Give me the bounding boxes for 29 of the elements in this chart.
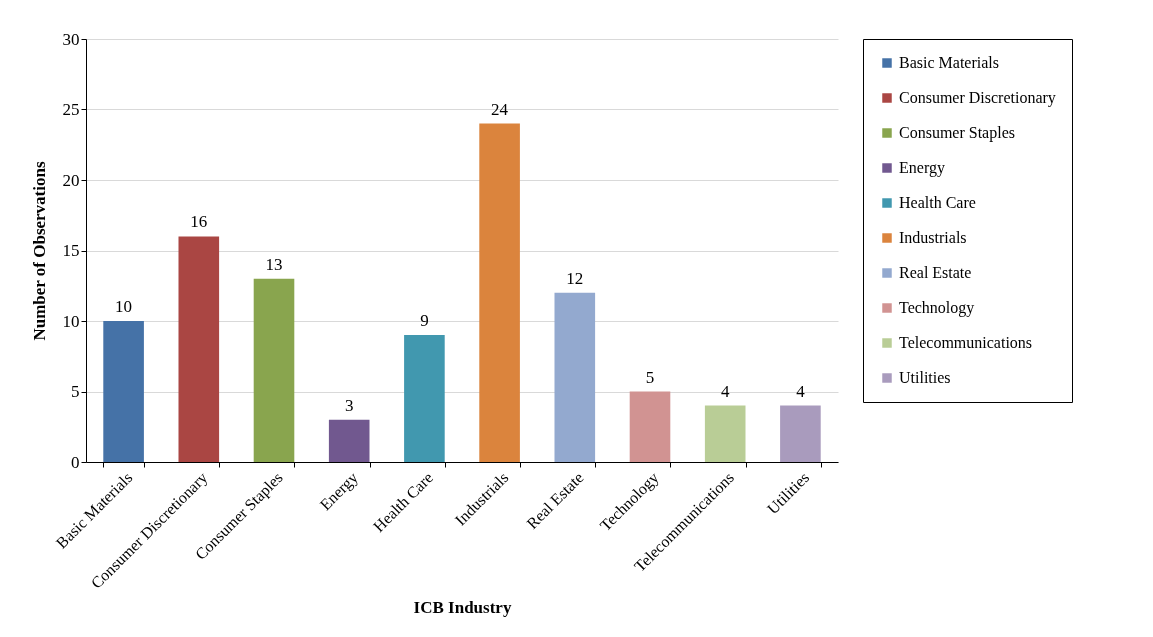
y-tick-label: 30 xyxy=(62,29,80,49)
data-label: 10 xyxy=(115,297,133,316)
y-tick-label: 20 xyxy=(62,170,80,190)
y-tick-label: 25 xyxy=(62,100,80,119)
data-label: 16 xyxy=(190,212,208,232)
y-tick-label: 15 xyxy=(62,241,80,260)
data-label: 4 xyxy=(720,381,730,401)
legend-label: Technology xyxy=(899,299,975,317)
y-axis-title: Number of Observations xyxy=(29,161,49,341)
legend-label: Basic Materials xyxy=(899,54,999,71)
legend-label: Consumer Staples xyxy=(899,124,1015,142)
data-label: 3 xyxy=(344,395,354,415)
legend-label: Utilities xyxy=(899,369,951,386)
data-label: 12 xyxy=(566,268,584,288)
y-tick-label: 0 xyxy=(71,452,80,472)
y-tick-label: 5 xyxy=(71,382,80,401)
data-label: 5 xyxy=(645,367,655,387)
legend-label: Telecommunications xyxy=(899,334,1033,351)
x-axis-title: ICB Industry xyxy=(413,597,512,617)
legend-label: Real Estate xyxy=(899,264,972,281)
legend-label: Energy xyxy=(899,159,945,177)
legend-label: Industrials xyxy=(899,229,967,246)
data-label: 9 xyxy=(420,311,429,331)
legend-label: Health Care xyxy=(899,194,976,211)
y-tick-label: 10 xyxy=(62,311,80,331)
legend-label: Consumer Discretionary xyxy=(899,89,1056,107)
data-label: 24 xyxy=(491,99,509,119)
data-label: 13 xyxy=(265,254,283,274)
data-label: 4 xyxy=(796,381,806,401)
